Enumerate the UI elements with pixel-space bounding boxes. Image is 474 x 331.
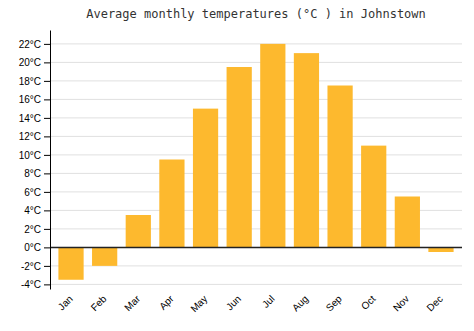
x-tick-label: Aug <box>290 293 310 313</box>
bars <box>58 44 453 280</box>
y-axis: -4°C -2°C 0°C 2°C 4°C 6°C 8°C 10°C 12°C 14°C 16°C 1… <box>19 31 51 291</box>
x-tick-label: Jul <box>260 293 277 310</box>
y-tick-mark <box>44 136 50 137</box>
y-tick-mark <box>44 266 50 267</box>
x-tick-label: May <box>188 293 209 314</box>
y-tick-mark <box>44 99 50 100</box>
y-tick-mark <box>44 210 50 211</box>
x-tick: Jun <box>224 293 243 312</box>
y-tick-label: -2°C <box>21 261 41 272</box>
bar <box>361 146 386 248</box>
y-tick: -4°C <box>21 279 50 290</box>
y-tick-mark <box>44 44 50 45</box>
y-tick-mark <box>44 173 50 174</box>
bar <box>227 67 252 247</box>
x-tick: Feb <box>89 293 109 313</box>
grid-line <box>50 173 462 174</box>
grid-line <box>50 117 462 118</box>
bar <box>395 197 420 248</box>
y-tick: 14°C <box>19 113 50 124</box>
plot: -4°C -2°C 0°C 2°C 4°C 6°C 8°C 10°C 12°C 14°C 16°C 1… <box>19 31 462 315</box>
y-tick: 12°C <box>19 131 50 142</box>
x-tick-label: Jun <box>224 293 243 312</box>
y-tick-mark <box>44 118 50 119</box>
y-tick-label: 16°C <box>19 94 41 105</box>
y-tick-label: 10°C <box>19 150 41 161</box>
y-tick: 22°C <box>19 39 50 50</box>
y-tick-mark <box>44 155 50 156</box>
grid-line <box>50 154 462 155</box>
bar <box>159 160 184 248</box>
x-tick-label: Jan <box>56 293 75 312</box>
y-tick: 2°C <box>24 224 50 235</box>
x-tick-label: Sep <box>324 293 345 314</box>
x-tick: Jul <box>260 293 277 310</box>
y-tick-label: 2°C <box>24 224 41 235</box>
zero-line <box>50 247 462 249</box>
y-tick: 8°C <box>24 168 50 179</box>
y-tick-mark <box>44 284 50 285</box>
grid-line <box>50 62 462 63</box>
x-tick: Oct <box>359 293 378 312</box>
y-tick-label: 22°C <box>19 39 41 50</box>
x-axis: Jan Feb Mar Apr May Jun Jul Aug Sep Oct Nov Dec <box>56 293 445 315</box>
y-tick: 16°C <box>19 94 50 105</box>
y-tick: 18°C <box>19 76 50 87</box>
y-tick: 20°C <box>19 57 50 68</box>
x-tick: Aug <box>290 293 310 313</box>
y-tick: 0°C <box>24 242 50 253</box>
y-tick: 10°C <box>19 150 50 161</box>
bar <box>294 53 319 247</box>
x-tick: Mar <box>122 293 142 313</box>
x-tick-label: Mar <box>122 293 142 313</box>
x-tick: Nov <box>391 293 411 313</box>
x-tick: Apr <box>157 293 176 312</box>
y-tick: 6°C <box>24 187 50 198</box>
y-tick-label: 14°C <box>19 113 41 124</box>
y-tick-mark <box>44 81 50 82</box>
y-tick-label: 6°C <box>24 187 41 198</box>
y-tick-label: 4°C <box>24 205 41 216</box>
bar <box>193 109 218 248</box>
grid-line <box>50 284 462 285</box>
x-tick-label: Oct <box>359 293 378 312</box>
bar <box>260 44 285 248</box>
bar <box>327 86 352 248</box>
x-tick-label: Feb <box>89 293 109 313</box>
y-tick-mark <box>44 192 50 193</box>
y-axis-line <box>50 31 51 290</box>
grid-line <box>50 99 462 100</box>
bar <box>58 247 83 279</box>
grid <box>50 44 462 285</box>
y-tick-label: 20°C <box>19 57 41 68</box>
bar <box>92 247 117 266</box>
x-tick: Dec <box>425 293 445 313</box>
title: Average monthly temperatures (°C ) in Jo… <box>86 7 426 21</box>
y-tick-label: 18°C <box>19 76 41 87</box>
grid-line <box>50 43 462 44</box>
y-tick-label: 0°C <box>24 242 41 253</box>
y-tick-label: -4°C <box>21 279 41 290</box>
x-tick: Sep <box>324 293 345 314</box>
y-tick-mark <box>44 62 50 63</box>
x-tick-label: Apr <box>157 293 176 312</box>
chart: -4°C -2°C 0°C 2°C 4°C 6°C 8°C 10°C 12°C 14°C 16°C 1… <box>0 0 474 331</box>
bar <box>126 215 151 247</box>
y-tick-mark <box>44 229 50 230</box>
grid-line <box>50 191 462 192</box>
grid-line <box>50 80 462 81</box>
y-tick: -2°C <box>21 261 50 272</box>
x-tick-label: Nov <box>391 293 411 313</box>
y-tick-mark <box>44 247 50 248</box>
x-tick: May <box>188 293 209 314</box>
y-tick: 4°C <box>24 205 50 216</box>
y-tick-label: 8°C <box>24 168 41 179</box>
grid-line <box>50 247 462 248</box>
y-tick-label: 12°C <box>19 131 41 142</box>
grid-line <box>50 136 462 137</box>
x-tick: Jan <box>56 293 75 312</box>
x-tick-label: Dec <box>425 293 445 313</box>
